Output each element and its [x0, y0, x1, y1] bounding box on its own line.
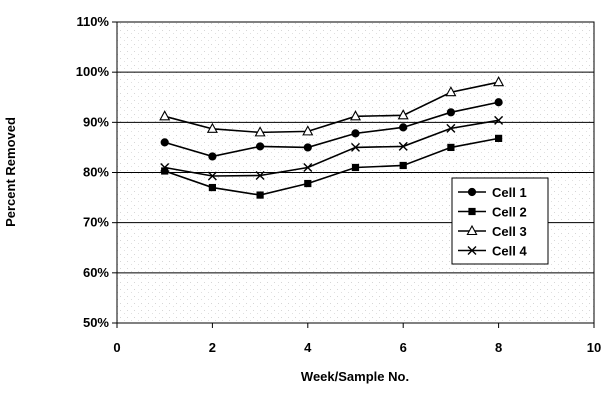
data-point-circle: [494, 98, 503, 107]
legend-label: Cell 4: [492, 244, 527, 259]
y-tick-label: 110%: [76, 14, 109, 29]
series-line: [164, 81, 499, 134]
data-point-square: [304, 179, 312, 188]
legend-label: Cell 1: [492, 185, 527, 200]
data-point-x: [160, 162, 170, 172]
data-point-circle: [351, 129, 360, 138]
data-point-x: [207, 171, 217, 181]
y-tick-label: 70%: [83, 215, 109, 230]
x-tick-label: 0: [113, 340, 120, 355]
legend: Cell 1 Cell 2 Cell 3 Cell 4: [451, 177, 549, 265]
data-point-x: [303, 162, 313, 172]
series-line: [164, 137, 499, 196]
data-point-x: [351, 142, 360, 152]
data-point-circle: [467, 187, 477, 197]
data-point-square: [208, 183, 216, 192]
data-point-square: [495, 134, 503, 142]
y-tick-label: 50%: [83, 315, 109, 330]
axes: 50% 60% 70% 80% 90% 100% 110% 0 2 4 6 8 10: [76, 14, 601, 355]
data-point-triangle: [206, 122, 218, 133]
legend-label: Cell 2: [492, 205, 527, 220]
data-point-triangle: [466, 224, 478, 236]
y-tick-label: 80%: [83, 165, 109, 180]
series-line: [164, 101, 499, 158]
data-point-triangle: [254, 126, 266, 137]
series-cell-1: [160, 98, 503, 161]
legend-label: Cell 3: [492, 224, 527, 239]
data-point-square: [468, 207, 476, 216]
data-point-circle: [399, 123, 408, 132]
data-point-x: [398, 141, 408, 151]
data-point-circle: [256, 142, 265, 151]
x-tick-label: 10: [587, 340, 601, 355]
x-tick-label: 6: [400, 340, 407, 355]
data-point-square: [256, 191, 264, 199]
data-point-triangle: [445, 86, 457, 97]
x-tick-label: 8: [495, 340, 502, 355]
legend-item: Cell 1: [458, 185, 527, 200]
data-point-x: [467, 246, 477, 255]
data-point-triangle: [397, 109, 409, 120]
legend-item: Cell 4: [458, 244, 527, 259]
data-point-x: [494, 115, 504, 125]
data-point-square: [161, 167, 169, 175]
data-point-x: [446, 123, 456, 133]
series-layer: [159, 76, 505, 199]
data-point-circle: [208, 152, 217, 161]
x-axis-title: Week/Sample No.: [301, 369, 409, 384]
data-point-triangle: [159, 110, 171, 121]
x-tick-label: 4: [304, 340, 312, 355]
legend-item: Cell 3: [458, 224, 527, 239]
data-point-square: [351, 163, 360, 172]
data-point-circle: [303, 143, 312, 152]
y-tick-label: 100%: [76, 64, 110, 79]
data-point-circle: [446, 108, 455, 117]
data-point-triangle: [349, 110, 362, 121]
series-line: [164, 119, 499, 177]
series-cell-3: [159, 76, 505, 137]
y-tick-label: 60%: [83, 265, 109, 280]
x-tick-label: 2: [209, 340, 216, 355]
legend-item: Cell 2: [458, 205, 527, 220]
data-point-x: [255, 171, 265, 181]
y-axis-title: Percent Removed: [3, 117, 18, 227]
data-point-triangle: [493, 76, 505, 87]
data-point-square: [399, 161, 407, 170]
series-cell-4: [160, 115, 504, 181]
data-point-triangle: [302, 125, 314, 136]
y-tick-label: 90%: [83, 114, 109, 129]
data-point-square: [447, 143, 455, 152]
data-point-circle: [160, 138, 169, 147]
series-cell-2: [161, 134, 503, 199]
